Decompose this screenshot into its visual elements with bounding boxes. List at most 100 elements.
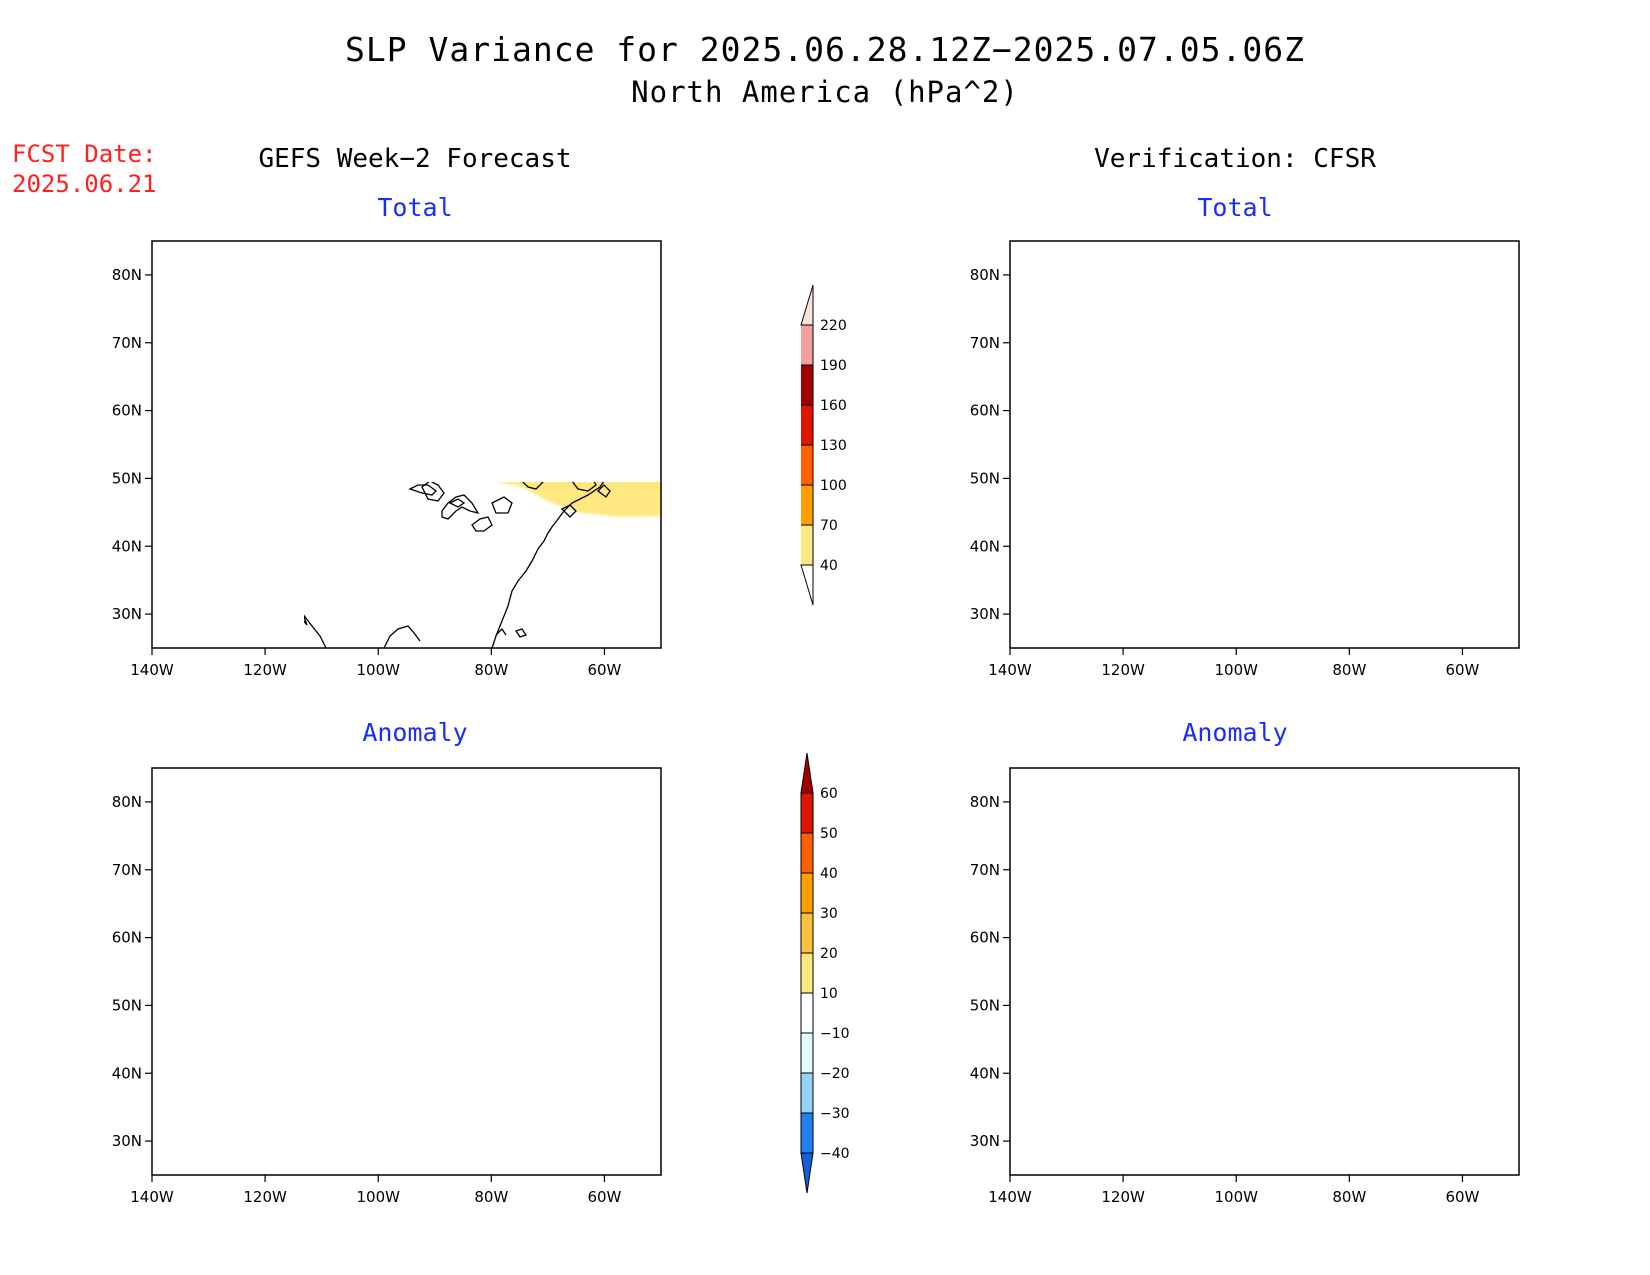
lat-tick-label: 60N	[970, 402, 1000, 420]
map-verification-anomaly	[1009, 767, 1520, 1176]
colorbar-anomaly-label: 30	[820, 906, 838, 922]
colorbar-total-box	[801, 485, 813, 525]
lon-tick-label: 80W	[474, 1188, 508, 1206]
lat-tick-label: 60N	[970, 929, 1000, 947]
lat-tick-label: 50N	[970, 996, 1000, 1014]
panel-title-forecast-anomaly: Anomaly	[362, 718, 468, 747]
lon-tick-label: 140W	[988, 661, 1032, 679]
colorbar-total: 40 70 100 130 160 190 220	[800, 284, 847, 606]
lon-tick-label: 100W	[1214, 661, 1258, 679]
panel-title-verification-total: Total	[1197, 193, 1273, 222]
colorbar-total-box	[801, 525, 813, 565]
lon-tick-label: 80W	[1332, 661, 1366, 679]
colorbar-anomaly-label: −30	[820, 1106, 850, 1122]
panel-title-verification-anomaly: Anomaly	[1182, 718, 1288, 747]
colorbar-total-upper-extension	[800, 284, 814, 326]
lon-tick-label: 120W	[243, 1188, 287, 1206]
colorbar-anomaly-label: 20	[820, 946, 838, 962]
colorbar-anomaly-box	[801, 873, 813, 913]
colorbar-total-label: 130	[820, 438, 847, 454]
lat-tick-label: 50N	[112, 469, 142, 487]
colorbar-total-box	[801, 405, 813, 445]
shade-verification-total	[1150, 286, 1519, 471]
colorbar-anomaly-box	[801, 793, 813, 833]
colorbar-anomaly-box	[801, 913, 813, 953]
colorbar-total-label: 190	[820, 358, 847, 374]
lat-tick-label: 80N	[970, 266, 1000, 284]
colorbar-anomaly-label: 60	[820, 786, 838, 802]
lat-tick-label: 30N	[112, 1132, 142, 1150]
lat-tick-label: 50N	[970, 469, 1000, 487]
lon-tick-label: 140W	[988, 1188, 1032, 1206]
lon-tick-label: 100W	[356, 1188, 400, 1206]
colorbar-total-box	[801, 365, 813, 405]
lon-tick-label: 120W	[1101, 661, 1145, 679]
lat-tick-label: 80N	[112, 266, 142, 284]
colorbar-anomaly-label: −40	[820, 1146, 850, 1162]
lat-tick-label: 60N	[112, 929, 142, 947]
lon-tick-label: 140W	[130, 1188, 174, 1206]
lat-tick-label: 80N	[970, 793, 1000, 811]
lon-tick-label: 120W	[1101, 1188, 1145, 1206]
colorbar-anomaly-box	[801, 993, 813, 1033]
colorbar-anomaly-box	[801, 1073, 813, 1113]
colorbar-total-box	[801, 445, 813, 485]
colorbar-anomaly-label: 10	[820, 986, 838, 1002]
shade-verification-anomaly	[1010, 773, 1519, 1053]
lat-tick-label: 40N	[112, 1064, 142, 1082]
column-heading-forecast: GEFS Week−2 Forecast	[258, 144, 572, 174]
lon-tick-label: 60W	[1445, 661, 1479, 679]
lat-tick-label: 50N	[112, 996, 142, 1014]
colorbar-anomaly-box	[801, 1113, 813, 1153]
colorbar-anomaly-box	[801, 953, 813, 993]
colorbar-anomaly-label: −10	[820, 1026, 850, 1042]
lat-tick-label: 70N	[112, 334, 142, 352]
lon-tick-label: 120W	[243, 661, 287, 679]
lat-tick-label: 70N	[112, 861, 142, 879]
lat-tick-label: 70N	[970, 334, 1000, 352]
lat-tick-label: 80N	[112, 793, 142, 811]
main-title: SLP Variance for 2025.06.28.12Z−2025.07.…	[345, 30, 1305, 69]
lon-tick-label: 80W	[1332, 1188, 1366, 1206]
lat-tick-label: 70N	[970, 861, 1000, 879]
shade-forecast-anomaly	[572, 942, 661, 1040]
colorbar-total-label: 160	[820, 398, 847, 414]
map-verification-total	[1009, 240, 1520, 649]
colorbar-anomaly: −40 −30 −20 −10 10 20 30 40 50 60	[800, 752, 850, 1194]
lon-tick-label: 60W	[587, 661, 621, 679]
colorbar-anomaly-box	[801, 833, 813, 873]
colorbar-total-box	[801, 325, 813, 365]
lon-tick-label: 140W	[130, 661, 174, 679]
colorbar-total-label: 40	[820, 558, 838, 574]
map-forecast-total	[151, 240, 662, 649]
colorbar-anomaly-label: −20	[820, 1066, 850, 1082]
colorbar-anomaly-box	[801, 1033, 813, 1073]
colorbar-total-lower-extension	[800, 564, 814, 606]
main-subtitle: North America (hPa^2)	[631, 75, 1019, 109]
lon-tick-label: 100W	[356, 661, 400, 679]
colorbar-anomaly-upper-extension	[800, 752, 814, 794]
lon-tick-label: 60W	[587, 1188, 621, 1206]
lat-tick-label: 60N	[112, 402, 142, 420]
column-heading-verification: Verification: CFSR	[1094, 144, 1376, 174]
colorbar-total-label: 70	[820, 518, 838, 534]
fcst-date-value: 2025.06.21	[12, 170, 157, 198]
panel-title-forecast-total: Total	[377, 193, 453, 222]
lat-tick-label: 40N	[112, 537, 142, 555]
colorbar-anomaly-label: 50	[820, 826, 838, 842]
lat-tick-label: 30N	[112, 605, 142, 623]
colorbar-total-label: 220	[820, 318, 847, 334]
colorbar-anomaly-label: 40	[820, 866, 838, 882]
lat-tick-label: 30N	[970, 605, 1000, 623]
map-forecast-anomaly	[151, 767, 662, 1176]
lon-tick-label: 60W	[1445, 1188, 1479, 1206]
lon-tick-label: 80W	[474, 661, 508, 679]
lat-tick-label: 40N	[970, 1064, 1000, 1082]
colorbar-total-label: 100	[820, 478, 847, 494]
map-axes: 140W 120W 100W 80W 60W 30N 40N 50N 60N 70N 80N 140W…	[112, 266, 1480, 1206]
fcst-date-label: FCST Date:	[12, 140, 157, 168]
colorbar-anomaly-lower-extension	[800, 1152, 814, 1194]
lat-tick-label: 40N	[970, 537, 1000, 555]
lat-tick-label: 30N	[970, 1132, 1000, 1150]
